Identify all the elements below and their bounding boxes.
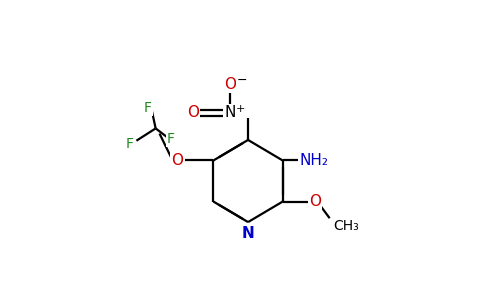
Text: NH₂: NH₂ bbox=[300, 153, 328, 168]
Text: O: O bbox=[187, 106, 199, 121]
Text: N: N bbox=[225, 106, 236, 121]
Text: O: O bbox=[224, 77, 236, 92]
Text: +: + bbox=[236, 104, 245, 114]
Text: CH₃: CH₃ bbox=[333, 219, 359, 233]
Text: −: − bbox=[237, 74, 247, 87]
Text: O: O bbox=[309, 194, 321, 209]
Text: O: O bbox=[171, 153, 183, 168]
Text: F: F bbox=[167, 132, 175, 146]
Text: F: F bbox=[144, 101, 152, 115]
Text: N: N bbox=[242, 226, 255, 241]
Text: F: F bbox=[126, 137, 134, 151]
